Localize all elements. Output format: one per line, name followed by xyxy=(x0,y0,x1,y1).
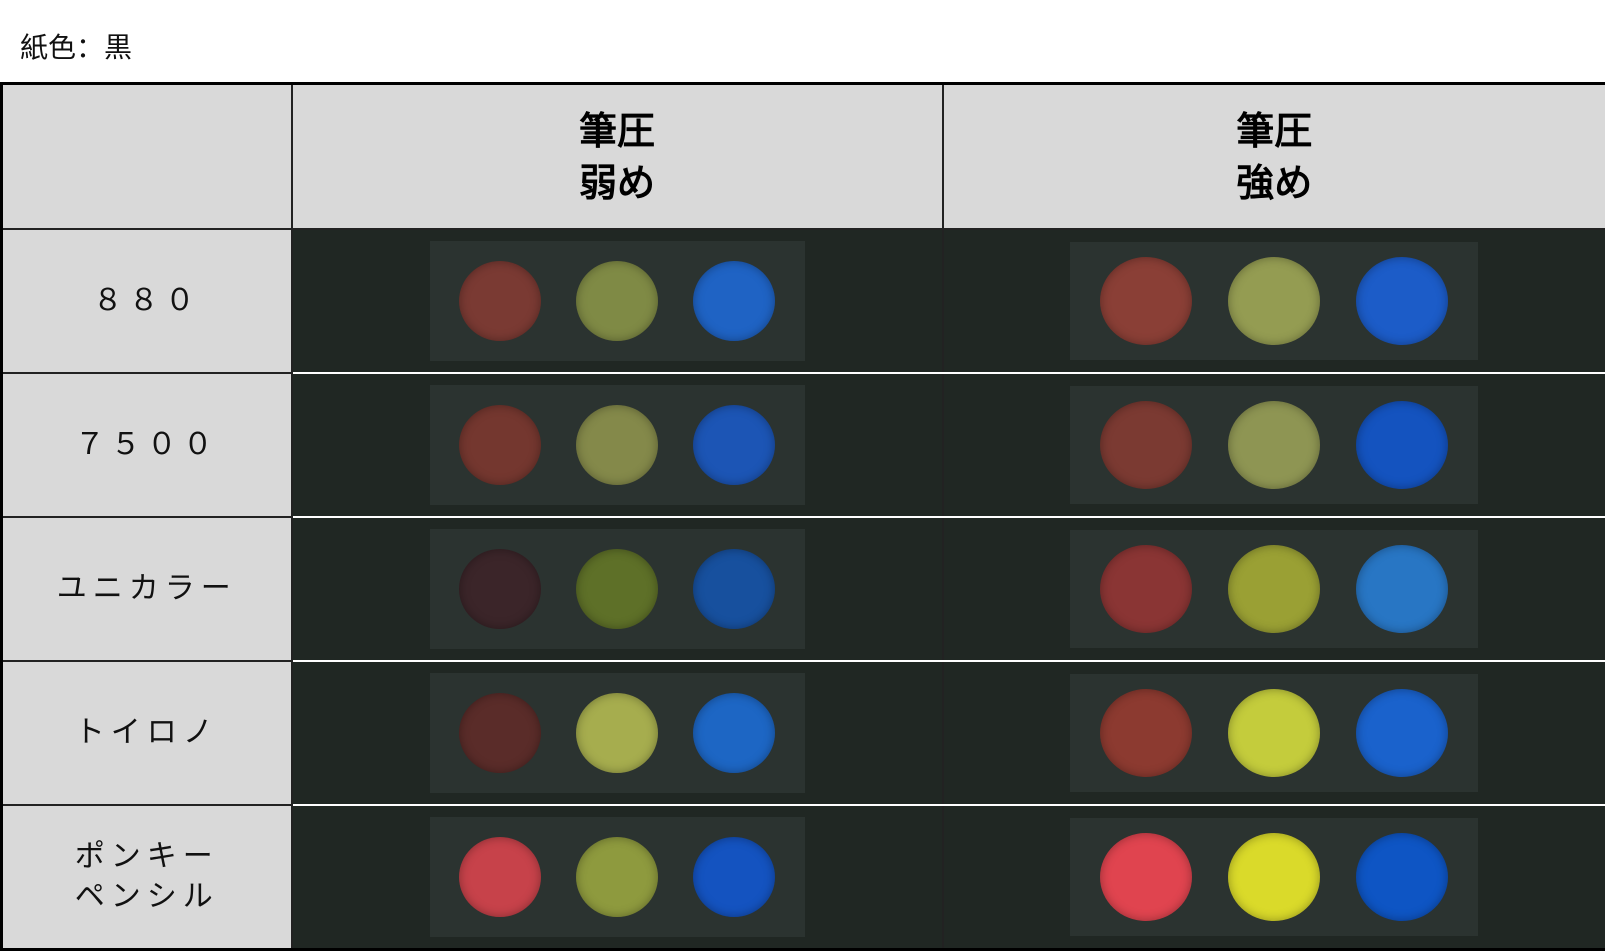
product-label: トイロノ xyxy=(2,661,292,805)
red-swatch xyxy=(459,693,541,773)
yellow-swatch xyxy=(576,261,658,341)
red-swatch xyxy=(459,549,541,629)
header-weak-pressure: 筆圧 弱め xyxy=(292,84,943,230)
swatch-cell-strong xyxy=(943,229,1605,373)
blue-swatch xyxy=(693,549,775,629)
product-label: ７５００ xyxy=(2,373,292,517)
blue-swatch xyxy=(693,693,775,773)
swatch-cell-weak xyxy=(292,229,943,373)
blue-swatch xyxy=(1356,401,1448,489)
red-swatch xyxy=(1100,689,1192,777)
swatch-sample-image xyxy=(430,385,805,505)
blue-swatch xyxy=(693,837,775,917)
swatch-sample-image xyxy=(1070,242,1478,360)
red-swatch xyxy=(1100,401,1192,489)
swatch-sample-image xyxy=(430,529,805,649)
swatch-sample-image xyxy=(1070,386,1478,504)
blue-swatch xyxy=(1356,257,1448,345)
yellow-swatch xyxy=(1228,401,1320,489)
paper-color-caption: 紙色：黒 xyxy=(20,26,132,66)
yellow-swatch xyxy=(576,549,658,629)
swatch-cell-weak xyxy=(292,517,943,661)
swatch-cell-weak xyxy=(292,805,943,950)
blue-swatch xyxy=(1356,833,1448,921)
yellow-swatch xyxy=(1228,257,1320,345)
blue-swatch xyxy=(1356,689,1448,777)
header-row: 筆圧 弱め 筆圧 強め xyxy=(2,84,1605,230)
swatch-sample-image xyxy=(430,817,805,937)
product-label: ユニカラー xyxy=(2,517,292,661)
blue-swatch xyxy=(693,405,775,485)
swatch-sample-image xyxy=(1070,818,1478,936)
table-row: ８８０ xyxy=(2,229,1605,373)
blue-swatch xyxy=(1356,545,1448,633)
table-row: ７５００ xyxy=(2,373,1605,517)
swatch-cell-weak xyxy=(292,373,943,517)
swatch-cell-strong xyxy=(943,805,1605,950)
swatch-sample-image xyxy=(430,241,805,361)
yellow-swatch xyxy=(576,405,658,485)
product-label: ８８０ xyxy=(2,229,292,373)
red-swatch xyxy=(459,837,541,917)
yellow-swatch xyxy=(1228,545,1320,633)
swatch-sample-image xyxy=(430,673,805,793)
table-row: ポンキー ペンシル xyxy=(2,805,1605,950)
yellow-swatch xyxy=(576,693,658,773)
swatch-cell-strong xyxy=(943,373,1605,517)
red-swatch xyxy=(1100,833,1192,921)
corner-cell xyxy=(2,84,292,230)
swatch-cell-weak xyxy=(292,661,943,805)
red-swatch xyxy=(1100,257,1192,345)
swatch-cell-strong xyxy=(943,661,1605,805)
red-swatch xyxy=(459,405,541,485)
yellow-swatch xyxy=(1228,689,1320,777)
red-swatch xyxy=(1100,545,1192,633)
product-label: ポンキー ペンシル xyxy=(2,805,292,950)
table-row: ユニカラー xyxy=(2,517,1605,661)
table-row: トイロノ xyxy=(2,661,1605,805)
swatch-sample-image xyxy=(1070,530,1478,648)
swatch-sample-image xyxy=(1070,674,1478,792)
red-swatch xyxy=(459,261,541,341)
header-strong-pressure: 筆圧 強め xyxy=(943,84,1605,230)
blue-swatch xyxy=(693,261,775,341)
yellow-swatch xyxy=(576,837,658,917)
yellow-swatch xyxy=(1228,833,1320,921)
swatch-cell-strong xyxy=(943,517,1605,661)
